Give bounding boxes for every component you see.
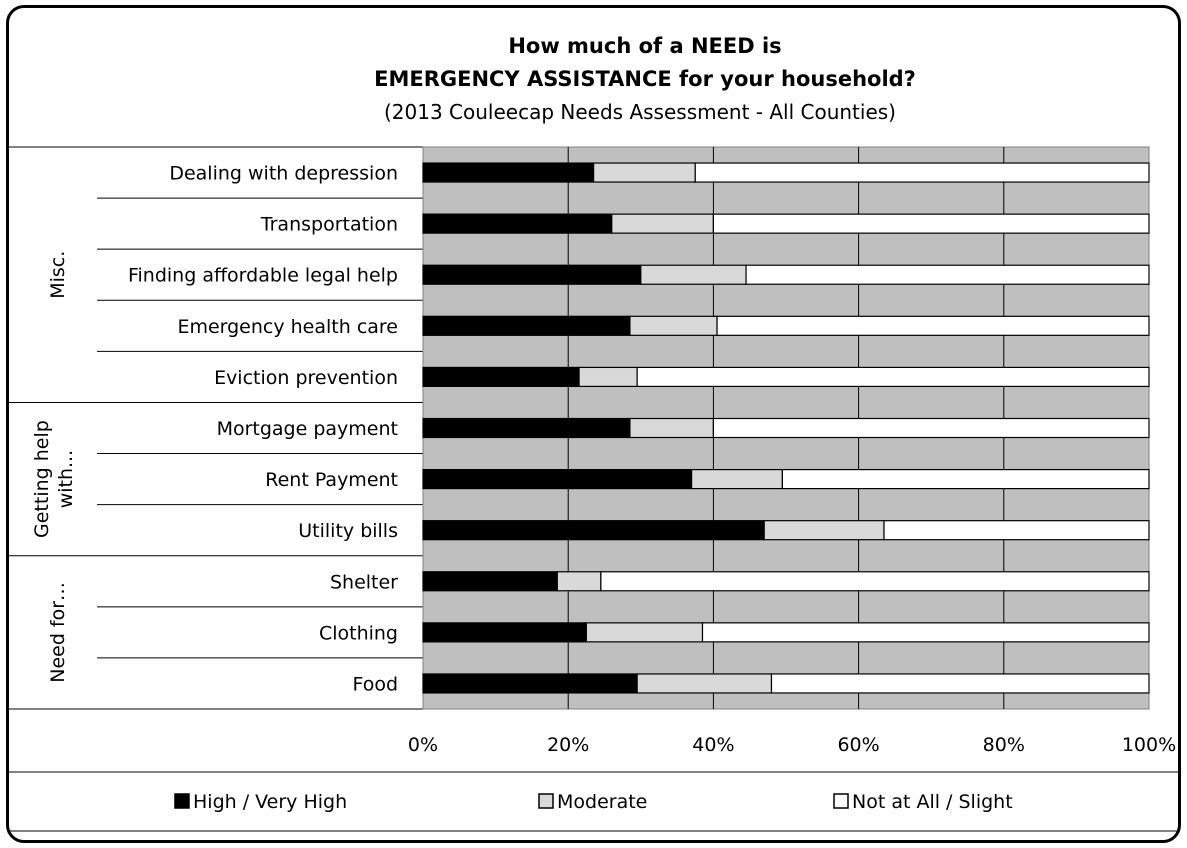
bar-segment-3 <box>745 264 1150 285</box>
bar-segment-2 <box>611 213 715 234</box>
legend-label: Not at All / Slight <box>852 791 1013 813</box>
group-labels: Misc. Getting help with... Need for… <box>31 251 77 683</box>
category-label: Finding affordable legal help <box>128 265 398 287</box>
bar-segment-1 <box>422 417 631 439</box>
group-label-line: Need for… <box>47 582 69 683</box>
bar-segment-1 <box>422 213 613 234</box>
legend-swatch <box>538 793 554 809</box>
group-label: Misc. <box>47 251 69 299</box>
group-label-line: Misc. <box>47 251 69 299</box>
category-label: Dealing with depression <box>169 163 398 185</box>
bar-segment-2 <box>763 520 885 541</box>
group-label-line: with... <box>55 450 77 508</box>
bar-segment-1 <box>422 571 558 592</box>
chart-structure <box>9 146 1178 832</box>
x-tick-label: 40% <box>692 734 734 756</box>
legend: High / Very High Moderate Not at All / Sli… <box>174 791 1013 813</box>
bar-segment-1 <box>422 366 580 388</box>
bar-segment-1 <box>422 520 765 541</box>
bar-segment-3 <box>694 162 1150 183</box>
category-label: Utility bills <box>298 520 398 542</box>
bar-segment-2 <box>585 622 704 643</box>
legend-label: Moderate <box>557 791 647 813</box>
category-label: Shelter <box>330 571 398 593</box>
x-tick-label: 0% <box>408 734 438 756</box>
category-label: Transportation <box>260 214 398 236</box>
x-tick-label: 20% <box>547 734 589 756</box>
x-tick-label: 80% <box>983 734 1025 756</box>
bar-segment-1 <box>422 622 587 643</box>
x-tick-label: 100% <box>1122 734 1176 756</box>
chart-subtitle: (2013 Couleecap Needs Assessment - All C… <box>384 100 896 124</box>
x-axis-ticks: 0% 20% 40% 60% 80% 100% <box>408 734 1176 756</box>
category-label: Emergency health care <box>177 316 398 338</box>
category-label: Mortgage payment <box>217 418 398 440</box>
bar-segment-1 <box>422 315 631 336</box>
bar-segment-2 <box>636 673 773 694</box>
bar-segment-3 <box>600 571 1150 592</box>
bar-segment-3 <box>716 315 1150 336</box>
chart-title-line-2: EMERGENCY ASSISTANCE for your household? <box>374 67 916 91</box>
plot-area <box>422 146 1150 710</box>
group-label: Getting help with... <box>31 420 77 538</box>
bar-segment-3 <box>712 213 1150 234</box>
bar-segment-2 <box>691 468 783 490</box>
bar-segment-3 <box>770 673 1150 694</box>
bar-segment-3 <box>701 622 1150 643</box>
bar-segment-1 <box>422 264 642 285</box>
category-label: Eviction prevention <box>214 367 398 389</box>
bar-segment-2 <box>593 162 696 183</box>
bar-segment-1 <box>422 162 595 183</box>
bar-segment-3 <box>781 468 1150 490</box>
group-label-line: Getting help <box>31 420 53 538</box>
bar-segment-2 <box>578 366 638 388</box>
bar-segment-3 <box>883 520 1150 541</box>
chart-title-line-1: How much of a NEED is <box>508 34 781 58</box>
legend-swatch <box>174 793 190 809</box>
bar-segment-3 <box>712 417 1150 439</box>
legend-swatch <box>833 793 849 809</box>
bar-segment-1 <box>422 468 693 490</box>
bar-segment-2 <box>629 315 718 336</box>
bar-segment-2 <box>556 571 602 592</box>
category-label: Food <box>352 673 398 695</box>
category-label: Rent Payment <box>265 469 398 491</box>
bar-segment-2 <box>640 264 747 285</box>
x-tick-label: 60% <box>837 734 879 756</box>
legend-label: High / Very High <box>193 791 347 813</box>
bar-segment-2 <box>629 417 714 439</box>
category-labels: Dealing with depression Transportation Fin… <box>128 163 398 696</box>
bar-segment-1 <box>422 673 638 694</box>
group-label: Need for… <box>47 582 69 683</box>
bar-segment-3 <box>636 366 1150 388</box>
category-label: Clothing <box>319 622 398 644</box>
